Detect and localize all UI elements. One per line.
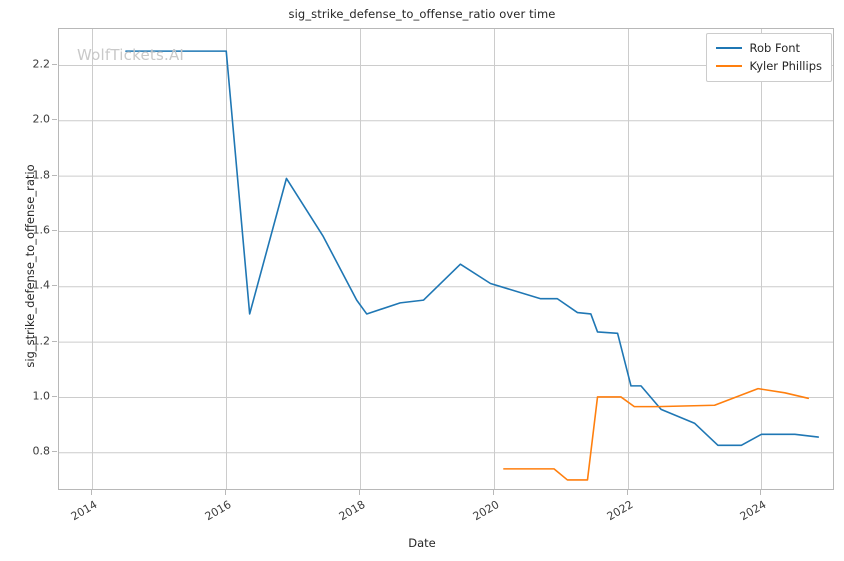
y-tick-mark [52, 64, 57, 65]
x-tick-mark [359, 490, 360, 495]
legend-label-1: Kyler Phillips [749, 59, 822, 73]
y-tick-mark [52, 451, 57, 452]
data-lines [125, 50, 820, 481]
y-tick-mark [52, 230, 57, 231]
plot-svg [59, 29, 833, 489]
y-tick-label: 2.0 [32, 112, 51, 126]
x-tick-label: 2022 [604, 498, 636, 524]
x-tick-mark [627, 490, 628, 495]
x-tick-mark [91, 490, 92, 495]
y-tick-label: 1.6 [32, 223, 51, 237]
y-tick-label: 1.8 [32, 168, 51, 182]
x-tick-label: 2016 [202, 498, 234, 524]
chart-legend: Rob Font Kyler Phillips [705, 33, 832, 82]
y-tick-label: 2.2 [32, 57, 51, 71]
legend-label-0: Rob Font [749, 41, 801, 55]
x-tick-mark [760, 490, 761, 495]
y-tick-label: 1.2 [32, 334, 51, 348]
y-tick-label: 1.0 [32, 389, 51, 403]
gridlines [59, 29, 833, 489]
plot-area: WolfTickets.AI [58, 28, 834, 490]
x-axis-label: Date [408, 536, 436, 550]
legend-swatch-1 [715, 65, 742, 67]
x-tick-label: 2020 [470, 498, 502, 524]
y-tick-mark [52, 396, 57, 397]
x-tick-label: 2014 [69, 498, 100, 524]
y-tick-mark [52, 341, 57, 342]
y-axis-ticks: 0.8 1.0 1.2 1.4 1.6 1.8 2.0 2.2 [0, 0, 51, 561]
x-tick-mark [493, 490, 494, 495]
series-line-1 [503, 387, 810, 481]
series-line-0 [125, 50, 820, 447]
y-tick-label: 0.8 [32, 444, 51, 458]
y-tick-mark [52, 285, 57, 286]
x-tick-mark [225, 490, 226, 495]
y-tick-label: 1.4 [32, 278, 51, 292]
chart-title: sig_strike_defense_to_offense_ratio over… [288, 7, 556, 21]
legend-item-1[interactable]: Kyler Phillips [715, 57, 822, 75]
y-tick-mark [52, 119, 57, 120]
y-tick-mark [52, 175, 57, 176]
x-tick-label: 2018 [336, 498, 368, 524]
legend-item-0[interactable]: Rob Font [715, 39, 822, 57]
legend-swatch-0 [715, 47, 742, 49]
x-tick-label: 2024 [738, 498, 769, 524]
